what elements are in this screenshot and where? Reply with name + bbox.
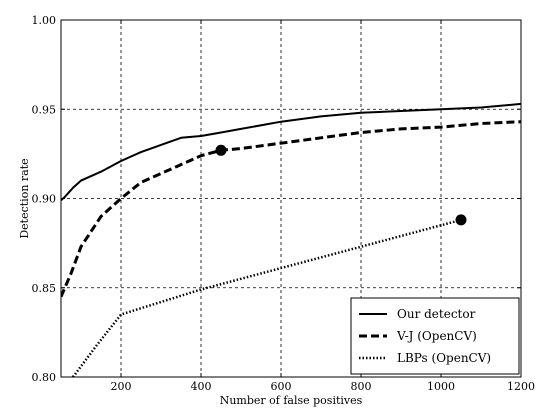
legend: Our detector V-J (OpenCV) LBPs (OpenCV) (350, 297, 520, 375)
grid (61, 20, 521, 377)
series-layer (61, 102, 521, 377)
x-axis-label: Number of false positives (220, 394, 363, 407)
x-tick-label: 600 (271, 380, 292, 393)
series-marker-v-j-opencv (215, 144, 227, 156)
legend-label-our-detector: Our detector (397, 307, 476, 321)
series-line-our-detector (61, 102, 521, 202)
legend-label-lbps-opencv: LBPs (OpenCV) (397, 351, 491, 365)
y-tick-label: 0.90 (32, 193, 57, 206)
y-axis-label: Detection rate (18, 158, 31, 238)
y-tick-label: 0.95 (32, 103, 57, 116)
legend-label-vj-opencv: V-J (OpenCV) (396, 329, 477, 343)
x-tick-label: 200 (111, 380, 132, 393)
axis-ticks: 200 400 600 800 1000 1200 0.80 0.85 0.90 0.95 1.00 (32, 14, 536, 393)
y-tick-label: 1.00 (32, 14, 57, 27)
y-tick-label: 0.85 (32, 282, 57, 295)
y-tick-label: 0.80 (32, 371, 57, 384)
x-tick-label: 1000 (427, 380, 455, 393)
series-line-v-j-opencv (61, 120, 521, 298)
x-tick-label: 400 (191, 380, 212, 393)
series-marker-lbps-opencv (455, 214, 467, 226)
x-tick-label: 1200 (507, 380, 535, 393)
x-tick-label: 800 (351, 380, 372, 393)
series-line-lbps-opencv (71, 218, 462, 377)
